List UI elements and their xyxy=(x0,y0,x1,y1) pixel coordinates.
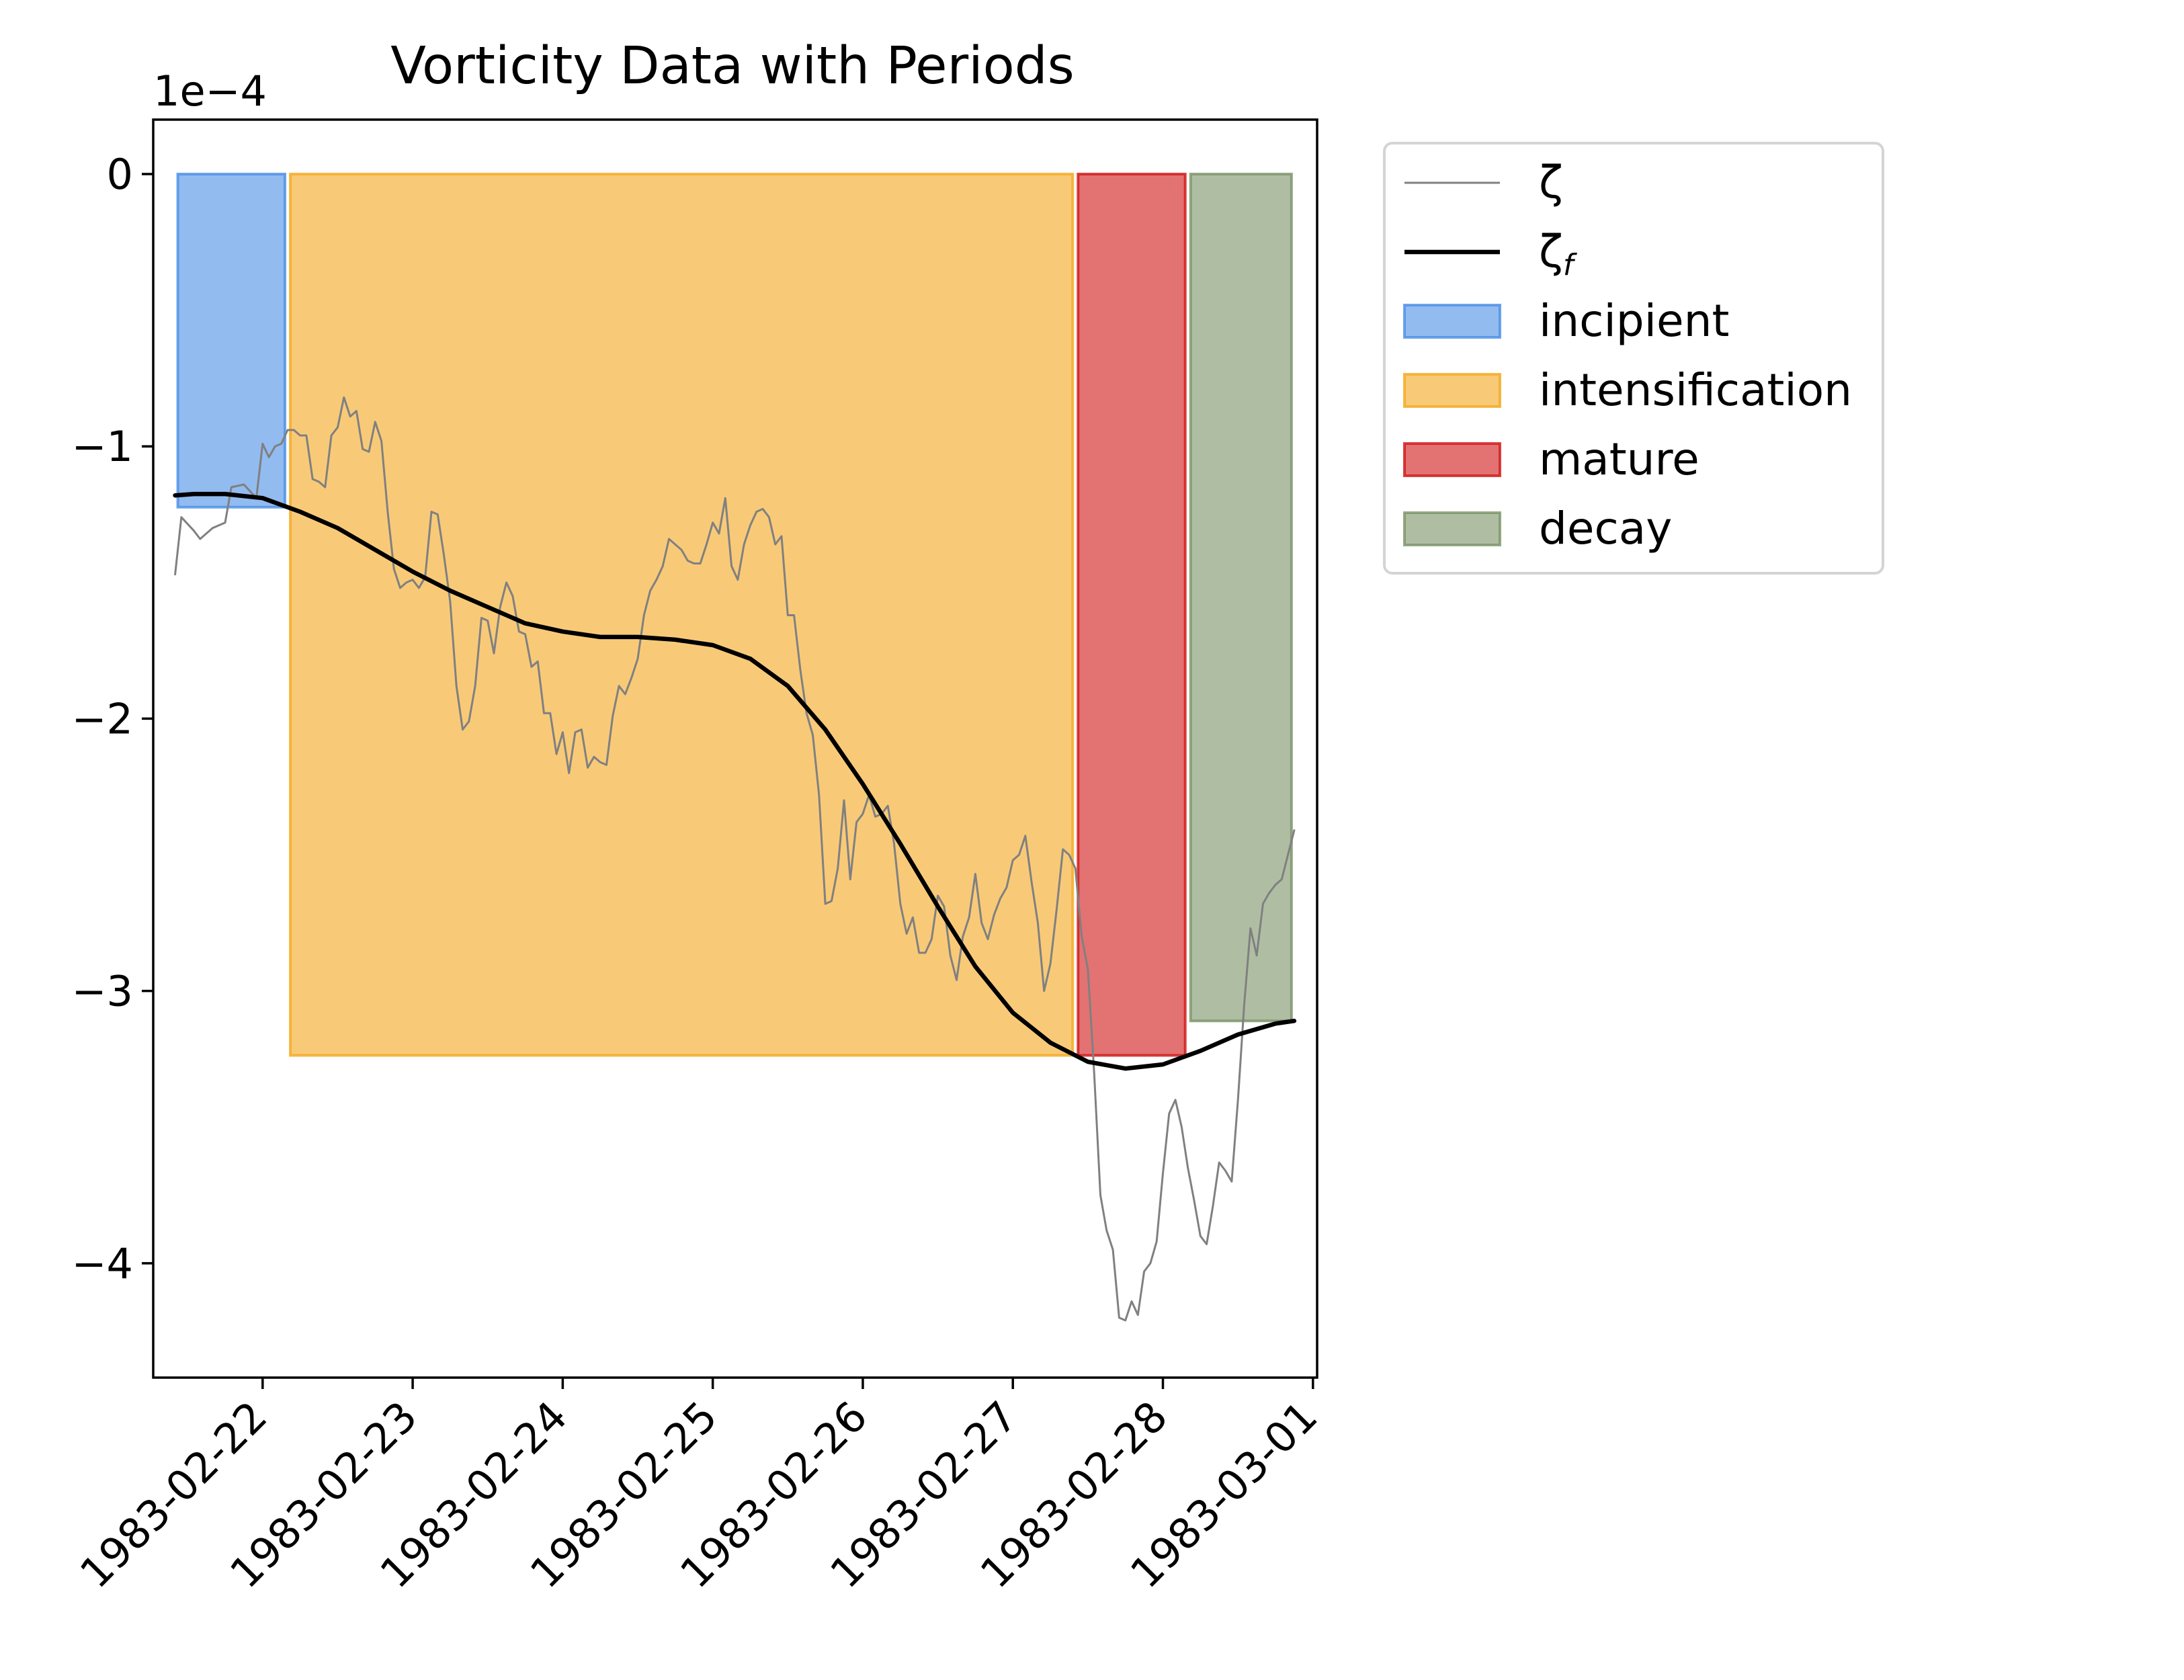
plot-frame xyxy=(152,118,1318,1379)
period-decay xyxy=(1189,173,1293,1023)
y-tick-label: −4 xyxy=(72,1239,133,1288)
y-tick-label: −3 xyxy=(72,967,133,1016)
series-lines xyxy=(173,396,1297,1322)
legend-label: decay xyxy=(1539,503,1672,554)
legend-label: intensification xyxy=(1539,364,1852,416)
series-zeta-raw xyxy=(174,396,1296,1322)
legend-patch-swatch xyxy=(1403,373,1501,408)
chart-title: Vorticity Data with Periods xyxy=(390,36,1074,96)
period-spans xyxy=(176,173,1293,1057)
y-tick-label: −1 xyxy=(72,422,133,471)
legend-patch-swatch xyxy=(1403,511,1501,546)
legend-label: ζ xyxy=(1539,157,1563,208)
y-axis: 0 −1 −2 −3 −4 xyxy=(72,150,153,1288)
period-intensification xyxy=(289,173,1075,1057)
y-tick-label: −2 xyxy=(72,694,133,743)
y-scale-label: 1e−4 xyxy=(153,67,267,116)
legend-frame xyxy=(1383,142,1884,575)
legend-label: incipient xyxy=(1539,295,1729,347)
legend-patch-swatch xyxy=(1403,442,1501,477)
legend-label: mature xyxy=(1539,433,1699,485)
period-mature xyxy=(1077,173,1187,1057)
series-zeta-filtered xyxy=(173,491,1297,1071)
legend-patch-swatch xyxy=(1403,304,1501,339)
y-tick-label: 0 xyxy=(107,150,133,199)
